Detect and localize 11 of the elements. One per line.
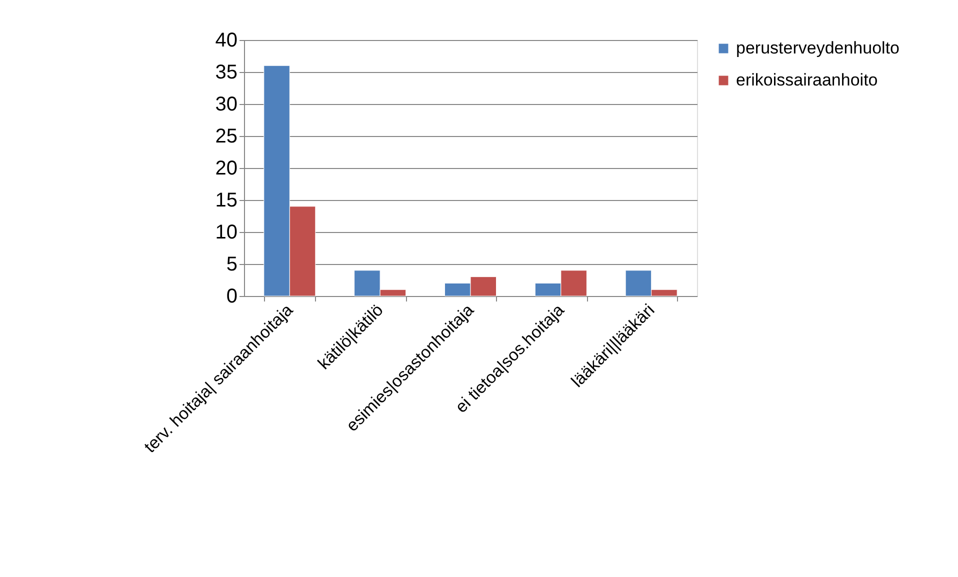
y-tick-label: 40 [215,30,238,52]
legend-label: perusterveydenhuolto [736,38,900,58]
y-tick-label: 10 [215,222,238,244]
y-tick-label: 35 [215,62,238,84]
y-tick-label: 20 [215,158,238,180]
y-tick-label: 5 [226,254,238,276]
y-tick-label: 15 [215,190,238,212]
y-tick-label: 0 [226,286,238,308]
y-tick-label: 30 [215,94,238,116]
legend-label: erikoissairaanhoito [736,70,878,90]
y-tick-label: 25 [215,126,238,148]
